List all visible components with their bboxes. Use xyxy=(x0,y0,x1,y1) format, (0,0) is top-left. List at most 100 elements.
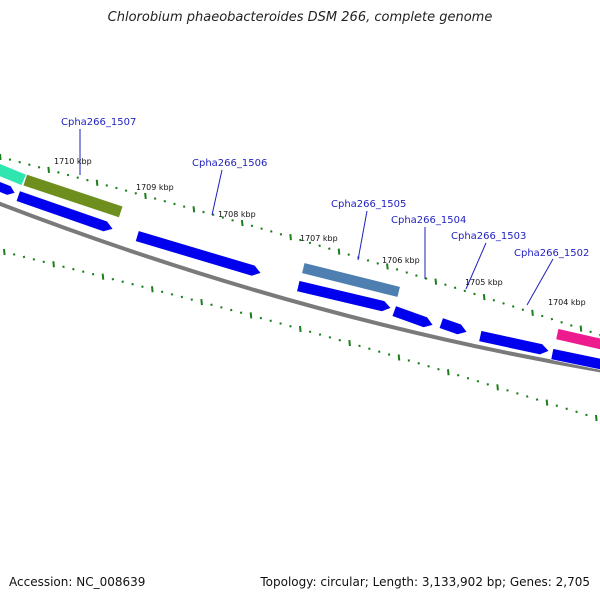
leader-line xyxy=(465,242,487,290)
outer-tick xyxy=(86,178,89,182)
outer-tick xyxy=(47,166,50,173)
cds-gene[interactable] xyxy=(135,230,262,277)
cyan-gene[interactable] xyxy=(0,163,27,186)
cds-gene[interactable] xyxy=(15,190,114,232)
inner-tick xyxy=(210,303,213,307)
outer-tick xyxy=(502,302,505,305)
inner-tick xyxy=(427,365,430,368)
inner-tick xyxy=(575,410,578,414)
gene-track xyxy=(0,163,600,371)
outer-tick-track xyxy=(0,153,600,337)
outer-tick xyxy=(144,192,147,200)
leader-line xyxy=(357,210,368,261)
inner-tick xyxy=(160,290,164,294)
inner-tick xyxy=(318,333,322,336)
outer-tick xyxy=(192,206,196,213)
inner-tick xyxy=(299,325,302,333)
inner-tick xyxy=(338,338,342,342)
inner-tick xyxy=(239,311,243,314)
inner-tick xyxy=(131,282,134,286)
inner-tick xyxy=(249,312,253,319)
gene-label[interactable]: Cpha266_1504 xyxy=(391,215,466,226)
outer-tick xyxy=(492,298,496,302)
inner-tick xyxy=(466,376,470,380)
inner-tick xyxy=(72,267,75,271)
inner-tick xyxy=(62,265,65,269)
inner-tick xyxy=(476,379,480,383)
outer-tick xyxy=(299,238,302,242)
scale-labels: 1710 kbp 1709 kbp 1708 kbp 1707 kbp 1706 kbp… xyxy=(54,157,586,307)
scale-label: 1707 kbp xyxy=(300,234,338,243)
cds-gene[interactable] xyxy=(391,305,434,328)
inner-tick xyxy=(3,248,6,256)
outer-tick xyxy=(202,210,205,214)
inner-tick xyxy=(387,353,391,356)
magenta-gene[interactable] xyxy=(555,328,600,351)
outer-tick xyxy=(115,186,118,190)
outer-tick xyxy=(482,294,486,301)
outer-tick xyxy=(463,289,467,293)
outer-tick xyxy=(250,224,254,228)
outer-tick xyxy=(37,165,41,169)
inner-tick xyxy=(289,324,292,328)
gene-label[interactable]: Cpha266_1502 xyxy=(514,248,589,259)
inner-tick xyxy=(535,398,539,401)
inner-tick xyxy=(407,359,411,362)
inner-tick xyxy=(525,395,529,398)
cds-gene[interactable] xyxy=(296,280,392,312)
cds-gene[interactable] xyxy=(438,317,468,335)
inner-tick xyxy=(151,286,154,293)
gene-label[interactable]: Cpha266_1507 xyxy=(61,117,136,128)
outer-tick xyxy=(521,308,525,311)
inner-tick xyxy=(229,308,233,312)
outer-tick xyxy=(444,283,447,287)
outer-tick xyxy=(8,158,12,161)
cds-gene[interactable] xyxy=(478,330,550,356)
outer-tick xyxy=(531,309,534,316)
gene-label[interactable]: Cpha266_1506 xyxy=(192,158,267,169)
outer-tick xyxy=(540,314,544,318)
outer-tick xyxy=(434,278,438,285)
olive-gene[interactable] xyxy=(22,173,124,219)
outer-tick xyxy=(560,321,563,324)
leader-line xyxy=(526,258,554,306)
inner-tick xyxy=(506,389,509,392)
inner-tick-track xyxy=(3,248,598,422)
inner-tick xyxy=(12,253,16,256)
inner-tick xyxy=(111,277,115,281)
inner-tick xyxy=(200,299,203,306)
outer-tick xyxy=(395,268,399,271)
inner-tick xyxy=(259,316,263,320)
inner-tick xyxy=(456,373,460,377)
inner-tick xyxy=(437,367,440,371)
inner-tick xyxy=(91,272,95,276)
inner-tick xyxy=(279,322,282,325)
outer-tick xyxy=(415,274,418,277)
cds-gene[interactable] xyxy=(0,180,16,196)
cds-gene[interactable] xyxy=(550,348,600,371)
inner-tick xyxy=(121,280,124,283)
steelblue-gene[interactable] xyxy=(301,262,401,298)
outer-tick xyxy=(318,244,321,248)
outer-tick xyxy=(0,153,2,161)
inner-tick xyxy=(52,261,55,268)
gene-label[interactable]: Cpha266_1503 xyxy=(451,231,526,242)
scale-label: 1709 kbp xyxy=(136,183,174,192)
outer-tick xyxy=(221,216,225,219)
outer-tick xyxy=(473,292,476,296)
outer-tick xyxy=(550,317,554,321)
gene-label[interactable]: Cpha266_1505 xyxy=(331,199,406,210)
label-leaders xyxy=(79,129,554,306)
inner-tick xyxy=(555,404,559,407)
inner-tick xyxy=(180,295,184,299)
scale-label: 1708 kbp xyxy=(218,210,256,219)
inner-tick xyxy=(585,413,588,417)
outer-tick xyxy=(240,219,244,227)
inner-tick xyxy=(358,344,361,348)
outer-tick xyxy=(124,189,128,192)
outer-tick xyxy=(105,184,109,187)
inner-tick xyxy=(545,399,549,406)
inner-tick xyxy=(565,407,568,411)
accession-label: Accession: NC_008639 xyxy=(9,575,146,589)
outer-tick xyxy=(182,205,186,208)
